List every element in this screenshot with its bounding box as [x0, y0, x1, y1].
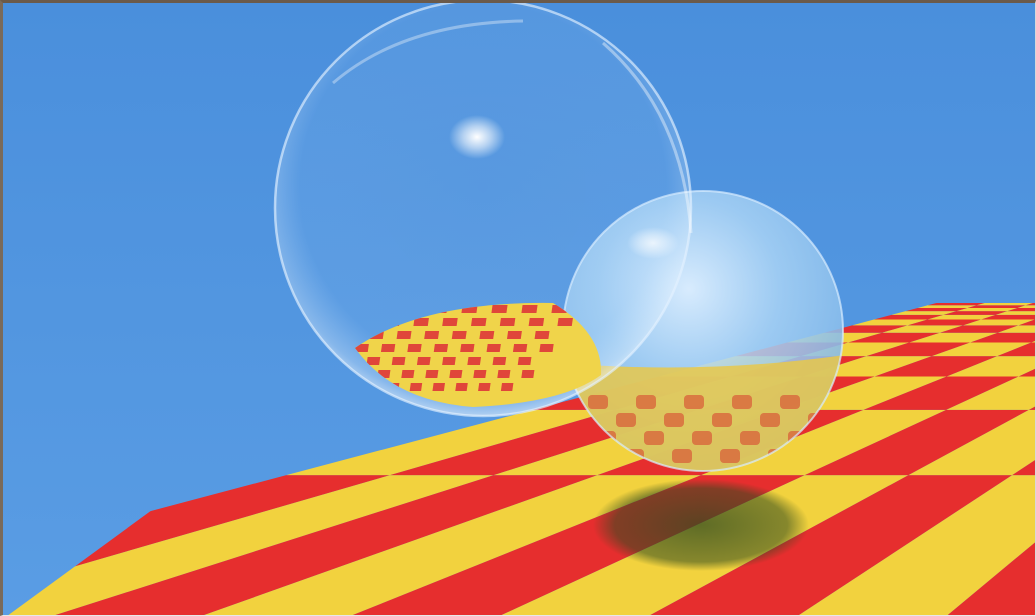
floor-tile	[963, 319, 1035, 326]
floor-tile	[824, 325, 908, 333]
floor-tile	[970, 332, 1035, 343]
floor-tile	[995, 311, 1035, 315]
floor-tile	[946, 376, 1035, 410]
floor-tile	[981, 314, 1035, 320]
floor-tile	[882, 325, 964, 333]
floor-tile	[732, 475, 1035, 615]
floor-tile	[3, 475, 494, 615]
floor-tile	[1007, 307, 1035, 312]
floor-tile	[852, 319, 928, 326]
floor-tile	[891, 311, 957, 315]
floor-tile	[804, 409, 1029, 476]
floor-tile	[909, 332, 998, 343]
large-glass-sphere	[273, 3, 693, 418]
floor-tile	[866, 342, 971, 357]
floor-tile	[956, 307, 1018, 312]
floor-tile	[943, 311, 1008, 315]
floor-tile	[931, 342, 1032, 357]
floor-tile	[907, 319, 982, 326]
floor-tile	[976, 303, 1034, 306]
floor-tile	[863, 376, 1019, 410]
sphere-shadow	[593, 479, 809, 571]
floor-tile	[3, 475, 598, 615]
specular-highlight	[449, 115, 505, 159]
floor-tile	[873, 314, 944, 320]
floor-tile	[908, 409, 1035, 476]
floor-tile	[927, 314, 996, 320]
floor-tile	[80, 475, 702, 615]
floor-tile	[874, 356, 998, 377]
floor-tile	[939, 325, 1019, 333]
floor-tile	[997, 325, 1035, 333]
floor-tile	[1017, 305, 1035, 308]
floor-tile	[946, 356, 1035, 377]
floor-tile	[286, 409, 616, 476]
floor-tile	[967, 305, 1026, 308]
floor-tile	[569, 475, 1013, 615]
floor-tile	[905, 307, 968, 312]
floor-tile	[997, 342, 1035, 357]
floor-tile	[894, 475, 1035, 615]
raytraced-scene	[3, 3, 1035, 615]
floor-tile	[3, 475, 391, 615]
floor-tile	[848, 332, 940, 343]
floor-tile	[927, 303, 985, 306]
floor-tile	[917, 305, 977, 308]
